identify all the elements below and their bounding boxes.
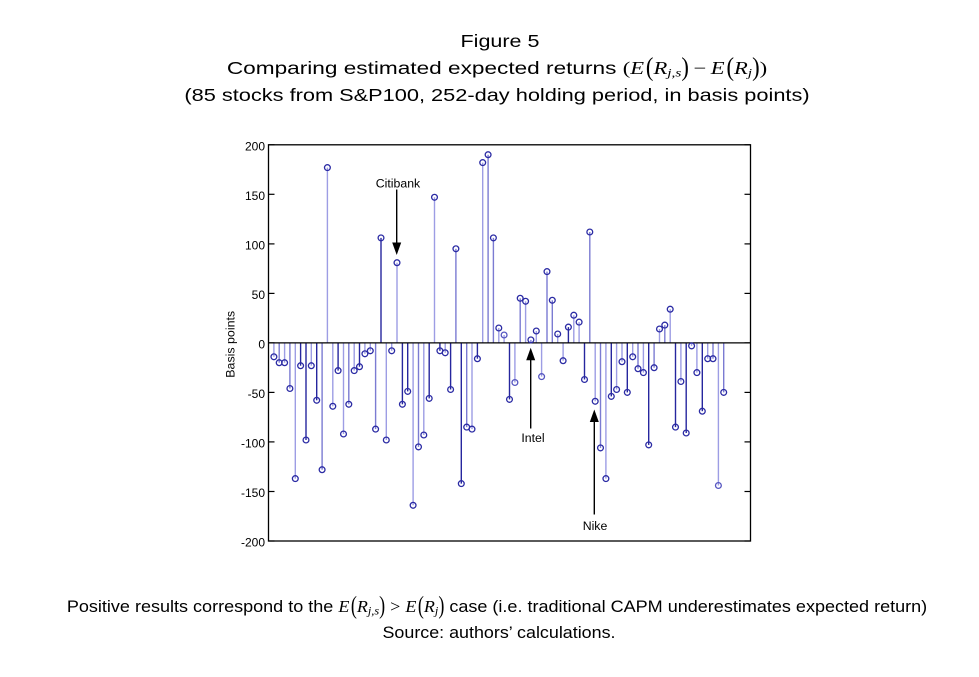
svg-text:-150: -150 bbox=[241, 486, 265, 500]
svg-text:Nike: Nike bbox=[583, 519, 608, 533]
svg-text:-100: -100 bbox=[241, 437, 265, 451]
svg-text:Citibank: Citibank bbox=[376, 177, 421, 191]
svg-text:150: 150 bbox=[245, 189, 265, 203]
svg-text:Intel: Intel bbox=[521, 431, 544, 445]
svg-text:-200: -200 bbox=[241, 536, 265, 550]
svg-text:200: 200 bbox=[245, 140, 265, 154]
svg-text:0: 0 bbox=[258, 338, 265, 352]
svg-text:Basis points: Basis points bbox=[223, 311, 237, 378]
svg-text:-50: -50 bbox=[248, 387, 266, 401]
svg-text:100: 100 bbox=[245, 239, 265, 253]
svg-text:50: 50 bbox=[252, 288, 266, 302]
